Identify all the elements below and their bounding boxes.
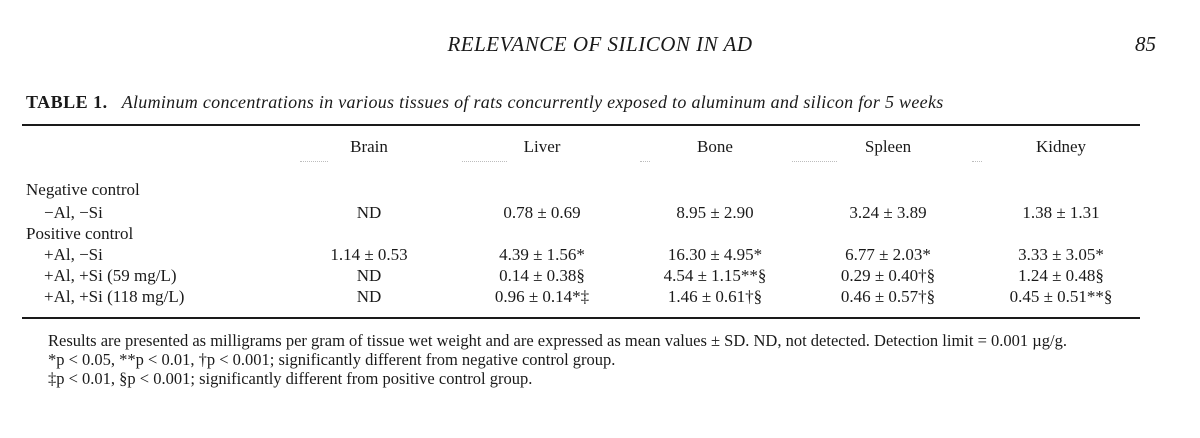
column-header-underline [640,161,650,162]
row-label: −Al, −Si [44,203,103,222]
cell-kidney: 1.24 ± 0.48§ [1018,266,1104,285]
cell-spleen: 6.77 ± 2.03* [845,245,931,264]
row-label: +Al, +Si (59 mg/L) [44,266,177,285]
column-header-brain: Brain [350,137,388,156]
column-header-underline [300,161,328,162]
cell-brain: ND [356,287,382,306]
cell-brain: ND [356,203,382,222]
cell-liver: 0.14 ± 0.38§ [499,266,585,285]
cell-brain: ND [356,266,382,285]
column-header-spleen: Spleen [864,137,912,156]
results-note: Results are presented as milligrams per … [48,331,1067,350]
cell-bone: 1.46 ± 0.61†§ [667,287,763,306]
row-label: +Al, −Si [44,245,103,264]
group-label-negative-control: Negative control [26,180,140,199]
cell-kidney: 0.45 ± 0.51**§ [1009,287,1113,306]
table-title: Aluminum concentrations in various tissu… [121,92,944,112]
cell-spleen: 0.29 ± 0.40†§ [840,266,936,285]
column-header-underline [792,161,837,162]
footnote-negative-control: *p < 0.05, **p < 0.01, †p < 0.001; signi… [48,350,616,369]
cell-liver: 4.39 ± 1.56* [499,245,585,264]
row-label: +Al, +Si (118 mg/L) [44,287,185,306]
cell-liver: 0.78 ± 0.69 [503,203,581,222]
column-header-underline [972,161,982,162]
column-header-bone: Bone [697,137,733,156]
cell-bone: 8.95 ± 2.90 [676,203,754,222]
cell-spleen: 0.46 ± 0.57†§ [840,287,936,306]
table-notes: Results are presented as milligrams per … [22,331,1142,388]
cell-kidney: 3.33 ± 3.05* [1018,245,1104,264]
footnote-positive-control: ‡p < 0.01, §p < 0.001; significantly dif… [48,369,533,388]
cell-bone: 16.30 ± 4.95* [667,245,763,264]
column-header-liver: Liver [523,137,561,156]
page-number: 85 [1135,32,1156,56]
table-caption: TABLE 1. Aluminum concentrations in vario… [26,92,1166,113]
table-top-rule [22,124,1140,126]
cell-spleen: 3.24 ± 3.89 [849,203,927,222]
cell-liver: 0.96 ± 0.14*‡ [494,287,590,306]
table-bottom-rule [22,317,1140,319]
running-head: RELEVANCE OF SILICON IN AD [447,32,753,56]
column-header-underline [462,161,507,162]
cell-kidney: 1.38 ± 1.31 [1022,203,1100,222]
group-label-positive-control: Positive control [26,224,134,243]
cell-brain: 1.14 ± 0.53 [330,245,408,264]
column-header-kidney: Kidney [1035,137,1087,156]
table-label: TABLE 1. [26,92,108,112]
cell-bone: 4.54 ± 1.15**§ [663,266,767,285]
